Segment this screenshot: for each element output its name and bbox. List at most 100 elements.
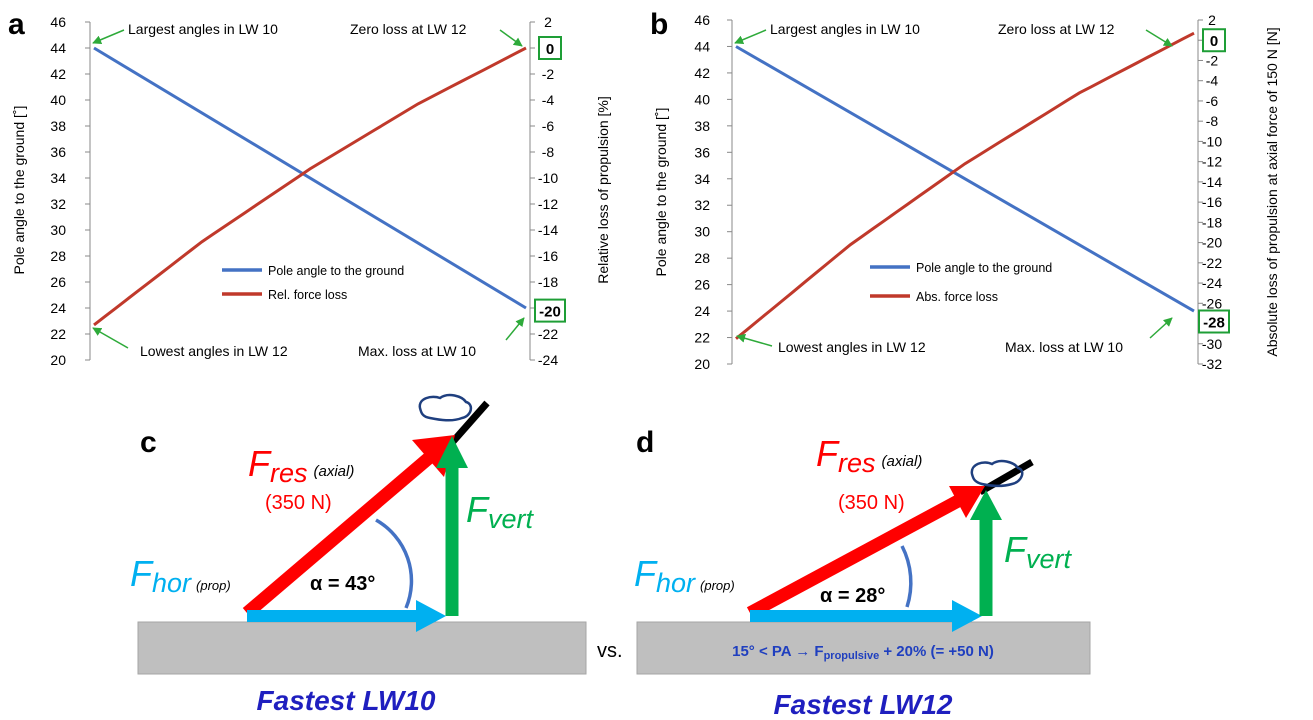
y-tick-label: -22 — [1202, 255, 1222, 271]
y-tick-label: -16 — [1202, 194, 1222, 210]
y-tick-label: 24 — [50, 300, 66, 316]
caption: Fastest LW10 — [257, 685, 436, 716]
y-tick-label: 2 — [1208, 12, 1216, 28]
y-tick-label: 42 — [694, 65, 710, 81]
propulsion-note: 15° < PA → Fpropulsive + 20% (= +50 N) — [732, 643, 994, 662]
angle-arc — [375, 518, 414, 609]
value-highlight-label: 0 — [1210, 33, 1218, 50]
annotation-top-right: Zero loss at LW 12 — [998, 21, 1115, 37]
y-tick-label: -12 — [538, 196, 558, 212]
annotation-top-right: Zero loss at LW 12 — [350, 21, 467, 37]
force-res-label: Fres (axial) — [816, 433, 922, 478]
y-axis-label-right: Absolute loss of propulsion at axial for… — [1264, 27, 1280, 356]
annotation-arrow — [499, 29, 523, 47]
y-tick-label: -4 — [542, 92, 555, 108]
y-tick-label: -10 — [538, 170, 558, 186]
force-res-arrowhead — [949, 486, 985, 518]
y-tick-label: -22 — [538, 326, 558, 342]
y-axis-label-left: Pole angle to the ground [˚] — [653, 108, 669, 277]
y-tick-label: -12 — [1202, 154, 1222, 170]
y-axis-label-right: Relative loss of propulsion [%] — [595, 96, 611, 284]
panel-label: a — [8, 8, 25, 41]
legend-label: Abs. force loss — [916, 290, 998, 304]
angle-label: α = 43° — [310, 573, 375, 595]
y-tick-label: -8 — [1206, 113, 1219, 129]
series-group — [735, 31, 1195, 340]
y-tick-label: 20 — [50, 352, 66, 368]
boxed-values: 0 -20 — [534, 36, 566, 323]
value-highlight-label: -28 — [1203, 315, 1225, 332]
panel-label: d — [636, 426, 654, 459]
y-tick-label: -4 — [1206, 73, 1219, 89]
y-tick-label: 22 — [50, 326, 66, 342]
force-res-value: (350 N) — [265, 492, 332, 514]
y-tick-label: 36 — [50, 144, 66, 160]
chart-panel-a: a Pole angle to the ground [˚] Relative … — [8, 8, 611, 368]
y-tick-label: 30 — [50, 222, 66, 238]
panel-label: c — [140, 426, 157, 459]
annotation-arrow — [92, 327, 129, 349]
y-tick-label: 46 — [50, 14, 66, 30]
annotation-arrow — [92, 29, 125, 45]
pole-stick — [978, 458, 1034, 496]
y-tick-label: -6 — [1206, 93, 1219, 109]
series-line-force-loss — [93, 46, 527, 327]
y-tick-label: -24 — [538, 352, 558, 368]
force-vert-label: Fvert — [1004, 529, 1073, 574]
y-tick-label: -2 — [1206, 52, 1219, 68]
annotation-arrow — [734, 29, 767, 45]
hand-grip-icon — [970, 459, 1024, 488]
y-tick-label: 32 — [50, 196, 66, 212]
annotation-bottom-right: Max. loss at LW 10 — [358, 343, 476, 359]
panel-label: b — [650, 8, 668, 41]
legend: Pole angle to the ground Abs. force loss — [870, 261, 1052, 304]
y-tick-label: -30 — [1202, 336, 1222, 352]
y-axis-label-right-text: Absolute loss of propulsion at axial for… — [1264, 27, 1280, 356]
y-tick-label: 20 — [694, 356, 710, 372]
y-tick-label: 34 — [694, 171, 710, 187]
y-tick-label: -32 — [1202, 356, 1222, 372]
y-tick-label: -6 — [542, 118, 555, 134]
value-highlight-box — [534, 298, 566, 323]
series-line-pole-angle — [735, 45, 1195, 313]
y-tick-label: -14 — [1202, 174, 1222, 190]
left-axis-ticks: 20 22 24 26 28 30 32 34 36 38 40 42 44 46 — [50, 14, 90, 368]
annotation-arrow — [505, 317, 525, 341]
y-tick-label: -18 — [538, 274, 558, 290]
y-tick-label: 26 — [694, 277, 710, 293]
y-tick-label: -10 — [1202, 133, 1222, 149]
annotation-arrow — [1145, 29, 1173, 47]
series-line-force-loss — [735, 31, 1195, 340]
y-tick-label: 42 — [50, 66, 66, 82]
y-tick-label: 24 — [694, 303, 710, 319]
diagram-panel-c: c Fres (axial) (350 N) Fhor (prop) Fvert α… — [130, 393, 587, 716]
y-tick-label: 2 — [544, 14, 552, 30]
caption: Fastest LW12 — [774, 689, 953, 720]
y-tick-label: 40 — [50, 92, 66, 108]
value-highlight-box — [538, 36, 562, 60]
annotation-bottom-left: Lowest angles in LW 12 — [778, 339, 926, 355]
y-tick-label: 44 — [50, 40, 66, 56]
y-tick-label: -26 — [1202, 295, 1222, 311]
annotation-bottom-right: Max. loss at LW 10 — [1005, 339, 1123, 355]
diagram-panel-d: d Fres (axial) (350 N) Fhor (prop) Fvert α… — [634, 426, 1091, 720]
y-tick-label: 28 — [694, 250, 710, 266]
angle-arc — [900, 545, 913, 608]
y-tick-label: -20 — [1202, 235, 1222, 251]
y-tick-label: -16 — [538, 248, 558, 264]
force-hor-arrowhead — [416, 600, 446, 632]
y-tick-label: 28 — [50, 248, 66, 264]
legend-label: Rel. force loss — [268, 288, 347, 302]
legend-label: Pole angle to the ground — [268, 264, 404, 278]
force-res-arrow-shaft — [746, 495, 962, 619]
annotation-arrow — [736, 333, 773, 347]
y-tick-label: 40 — [694, 91, 710, 107]
series-line-pole-angle — [93, 46, 527, 310]
y-tick-label: 30 — [694, 224, 710, 240]
value-highlight-label: -20 — [539, 304, 561, 321]
y-tick-label: 46 — [694, 12, 710, 28]
force-hor-arrowhead — [952, 600, 982, 632]
value-highlight-box — [1202, 28, 1226, 53]
force-vert-label: Fvert — [466, 489, 535, 534]
